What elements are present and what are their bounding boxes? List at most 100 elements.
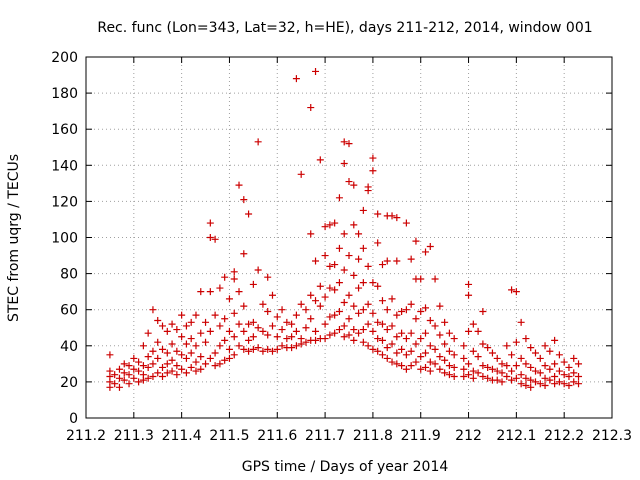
data-point — [393, 360, 401, 368]
data-point — [159, 363, 167, 371]
data-point — [249, 333, 257, 341]
data-point — [120, 360, 128, 368]
data-point — [230, 275, 238, 283]
data-point — [503, 342, 511, 350]
grid-lines — [86, 57, 612, 418]
data-point — [149, 306, 157, 314]
data-point — [378, 320, 386, 328]
plot-frame — [85, 56, 613, 419]
data-point — [536, 354, 544, 362]
data-point — [288, 320, 296, 328]
data-point — [402, 365, 410, 373]
data-point — [431, 345, 439, 353]
data-point — [202, 360, 210, 368]
data-point — [469, 320, 477, 328]
data-point — [512, 288, 520, 296]
data-point — [412, 237, 420, 245]
data-point — [522, 335, 530, 343]
x-tick-label: 211.6 — [257, 428, 297, 444]
data-point — [441, 318, 449, 326]
data-point — [488, 365, 496, 373]
data-point — [407, 362, 415, 370]
data-point — [225, 354, 233, 362]
data-point — [426, 358, 434, 366]
data-point — [182, 322, 190, 330]
data-point — [135, 358, 143, 366]
data-point — [541, 382, 549, 390]
data-point — [340, 266, 348, 274]
data-point — [359, 338, 367, 346]
data-point — [355, 255, 363, 263]
data-point — [345, 331, 353, 339]
data-point — [240, 250, 248, 258]
data-point — [508, 376, 516, 384]
data-point — [383, 306, 391, 314]
data-point — [498, 378, 506, 386]
data-point — [359, 306, 367, 314]
x-tick-label: 212.1 — [496, 428, 536, 444]
data-point — [383, 257, 391, 265]
data-point — [312, 67, 320, 75]
data-point — [469, 347, 477, 355]
data-point — [249, 345, 257, 353]
data-point — [551, 360, 559, 368]
data-point — [139, 342, 147, 350]
data-point — [278, 326, 286, 334]
y-tick-label: 40 — [60, 339, 78, 355]
data-point — [264, 331, 272, 339]
data-point — [230, 351, 238, 359]
data-point — [393, 311, 401, 319]
data-point — [359, 326, 367, 334]
data-point — [512, 338, 520, 346]
data-point — [560, 380, 568, 388]
data-point — [422, 329, 430, 337]
data-point — [211, 362, 219, 370]
data-point — [321, 335, 329, 343]
x-tick-labels: 211.2 211.3 211.4 211.5 211.6 211.7 211.8 211.9… — [66, 428, 632, 444]
data-point — [135, 378, 143, 386]
data-point — [450, 351, 458, 359]
x-tick-label: 211.8 — [353, 428, 393, 444]
data-point — [531, 367, 539, 375]
data-point — [312, 297, 320, 305]
data-point — [527, 363, 535, 371]
data-point — [527, 344, 535, 352]
data-point — [273, 333, 281, 341]
data-point — [431, 360, 439, 368]
data-point — [197, 288, 205, 296]
data-point — [254, 266, 262, 274]
data-point — [488, 349, 496, 357]
data-point — [125, 362, 133, 370]
data-point — [264, 273, 272, 281]
data-point — [364, 300, 372, 308]
data-point — [340, 298, 348, 306]
data-point — [264, 308, 272, 316]
data-point — [292, 75, 300, 83]
data-point — [374, 239, 382, 247]
data-point — [426, 243, 434, 251]
data-point — [431, 322, 439, 330]
data-point — [168, 320, 176, 328]
data-point — [192, 311, 200, 319]
data-point — [474, 353, 482, 361]
data-point — [417, 365, 425, 373]
data-point — [407, 347, 415, 355]
data-point — [168, 356, 176, 364]
data-point — [144, 374, 152, 382]
data-point — [321, 223, 329, 231]
data-point — [570, 354, 578, 362]
data-point — [335, 194, 343, 202]
data-point — [402, 351, 410, 359]
data-point — [465, 280, 473, 288]
data-point — [154, 369, 162, 377]
data-point — [268, 347, 276, 355]
data-point — [350, 336, 358, 344]
data-point — [168, 340, 176, 348]
data-point — [479, 340, 487, 348]
data-point — [560, 371, 568, 379]
data-point — [163, 360, 171, 368]
data-point — [154, 338, 162, 346]
data-point — [202, 338, 210, 346]
data-point — [187, 363, 195, 371]
data-point — [221, 315, 229, 323]
